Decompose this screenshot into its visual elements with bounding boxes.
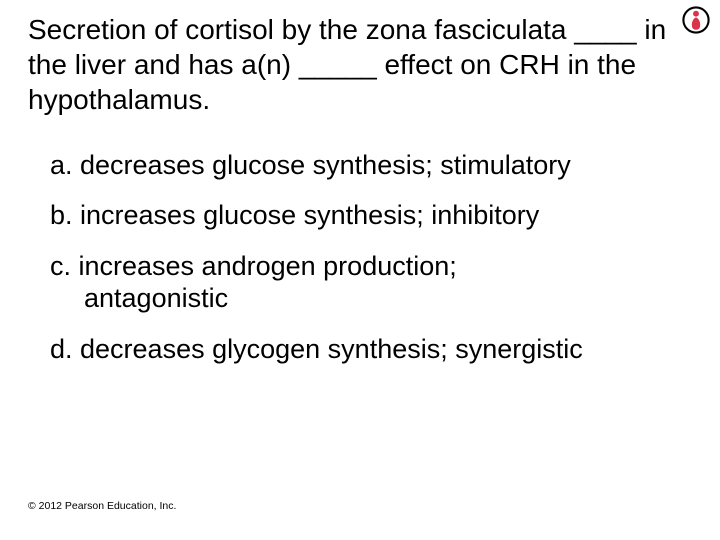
- question-text: Secretion of cortisol by the zona fascic…: [28, 12, 692, 117]
- options-list: a. decreases glucose synthesis; stimulat…: [28, 149, 692, 365]
- option-a: a. decreases glucose synthesis; stimulat…: [50, 149, 692, 181]
- option-c-line1: c. increases androgen production;: [50, 251, 457, 281]
- option-c-line2: antagonistic: [50, 282, 692, 314]
- slide-container: Secretion of cortisol by the zona fascic…: [0, 0, 720, 540]
- option-d: d. decreases glycogen synthesis; synergi…: [50, 333, 692, 365]
- option-c: c. increases androgen production; antago…: [50, 250, 692, 315]
- copyright-text: © 2012 Pearson Education, Inc.: [28, 500, 176, 512]
- option-b: b. increases glucose synthesis; inhibito…: [50, 199, 692, 231]
- info-icon: [682, 6, 710, 34]
